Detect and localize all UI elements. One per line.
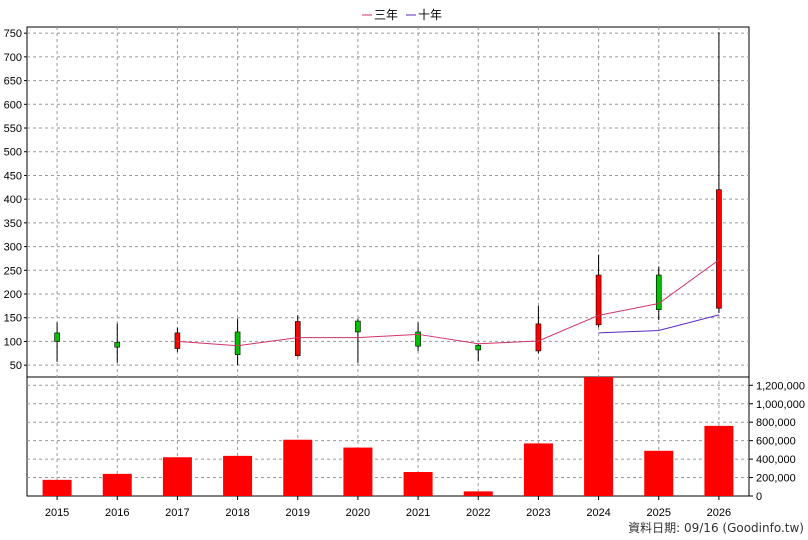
volume-bar	[223, 455, 253, 496]
candle-body	[174, 332, 181, 349]
candle-body	[54, 332, 60, 342]
price-tick-label: 100	[4, 336, 22, 348]
x-tick-label: 2016	[105, 507, 129, 519]
series-line	[598, 314, 720, 334]
price-tick-label: 250	[4, 265, 22, 277]
volume-bar	[463, 491, 493, 496]
candle-layer	[54, 32, 722, 366]
price-tick-label: 500	[4, 147, 22, 159]
x-tick-label: 2023	[526, 507, 550, 519]
volume-plot-frame	[26, 376, 750, 497]
volume-tick-label: 1,000,000	[756, 399, 805, 411]
volume-bar	[584, 377, 614, 496]
price-tick-label: 200	[4, 289, 22, 301]
price-tick-label: 600	[4, 99, 22, 111]
candle-body	[475, 344, 482, 351]
volume-tick-label: 1,200,000	[756, 380, 805, 392]
price-tick-label: 300	[4, 242, 22, 254]
price-tick-label: 150	[4, 313, 22, 325]
x-tick-label: 2015	[45, 507, 69, 519]
volume-bar	[42, 479, 72, 496]
legend-label-10y: 十年	[418, 8, 442, 22]
volume-tick-label: 0	[756, 491, 762, 503]
candle-body	[234, 331, 241, 356]
price-tick-label: 550	[4, 123, 22, 135]
source-label: 資料日期: 09/16 (Goodinfo.tw)	[628, 521, 804, 535]
x-tick-label: 2019	[286, 507, 310, 519]
volume-bar	[704, 425, 734, 496]
volume-bar	[102, 473, 132, 496]
volume-bar	[523, 443, 553, 496]
x-tick-label: 2021	[406, 507, 430, 519]
legend-label-3y: 三年	[374, 8, 398, 22]
price-tick-label: 750	[4, 28, 22, 40]
candle-body	[535, 323, 542, 352]
x-tick-label: 2025	[647, 507, 671, 519]
candle-body	[294, 321, 301, 356]
x-tick-label: 2024	[586, 507, 610, 519]
x-tick-label: 2018	[225, 507, 249, 519]
candle-body	[415, 331, 421, 347]
volume-tick-label: 600,000	[756, 436, 796, 448]
volume-tick-label: 400,000	[756, 454, 796, 466]
volume-bar	[283, 439, 313, 496]
volume-tick-label: 800,000	[756, 417, 796, 429]
x-tick-label: 2022	[466, 507, 490, 519]
volume-axis-ticks: 0 200,000 400,000 600,000 800,000 1,000,000 1,…	[749, 380, 805, 503]
candle-body	[595, 274, 602, 326]
price-axis-ticks: 50 100 150 200 250 300 350 400 450 500 550 600 650 70…	[4, 28, 27, 372]
candle-body	[355, 320, 361, 333]
price-tick-label: 350	[4, 218, 22, 230]
price-tick-label: 450	[4, 170, 22, 182]
candle-body	[655, 274, 662, 310]
x-tick-label: 2020	[346, 507, 370, 519]
x-tick-label: 2026	[707, 507, 731, 519]
volume-tick-label: 200,000	[756, 473, 796, 485]
candle-body	[114, 342, 121, 348]
price-tick-label: 650	[4, 76, 22, 88]
x-axis-ticks: 2015 2016 2017 2018 2019 2020 2021 2022 2023 2024…	[45, 496, 731, 519]
volume-bar	[403, 472, 433, 496]
volume-layer	[42, 377, 734, 496]
x-tick-label: 2017	[165, 507, 189, 519]
grid-layer	[27, 27, 749, 496]
price-tick-label: 700	[4, 52, 22, 64]
series-line	[177, 259, 720, 347]
price-plot-frame	[26, 26, 750, 378]
price-tick-label: 400	[4, 194, 22, 206]
line-layer	[177, 259, 720, 347]
volume-bar	[343, 447, 373, 496]
price-tick-label: 50	[10, 360, 22, 372]
volume-bar	[162, 457, 192, 496]
candle-body	[716, 189, 722, 309]
legend: 三年 十年	[362, 8, 442, 22]
volume-bar	[644, 450, 674, 496]
